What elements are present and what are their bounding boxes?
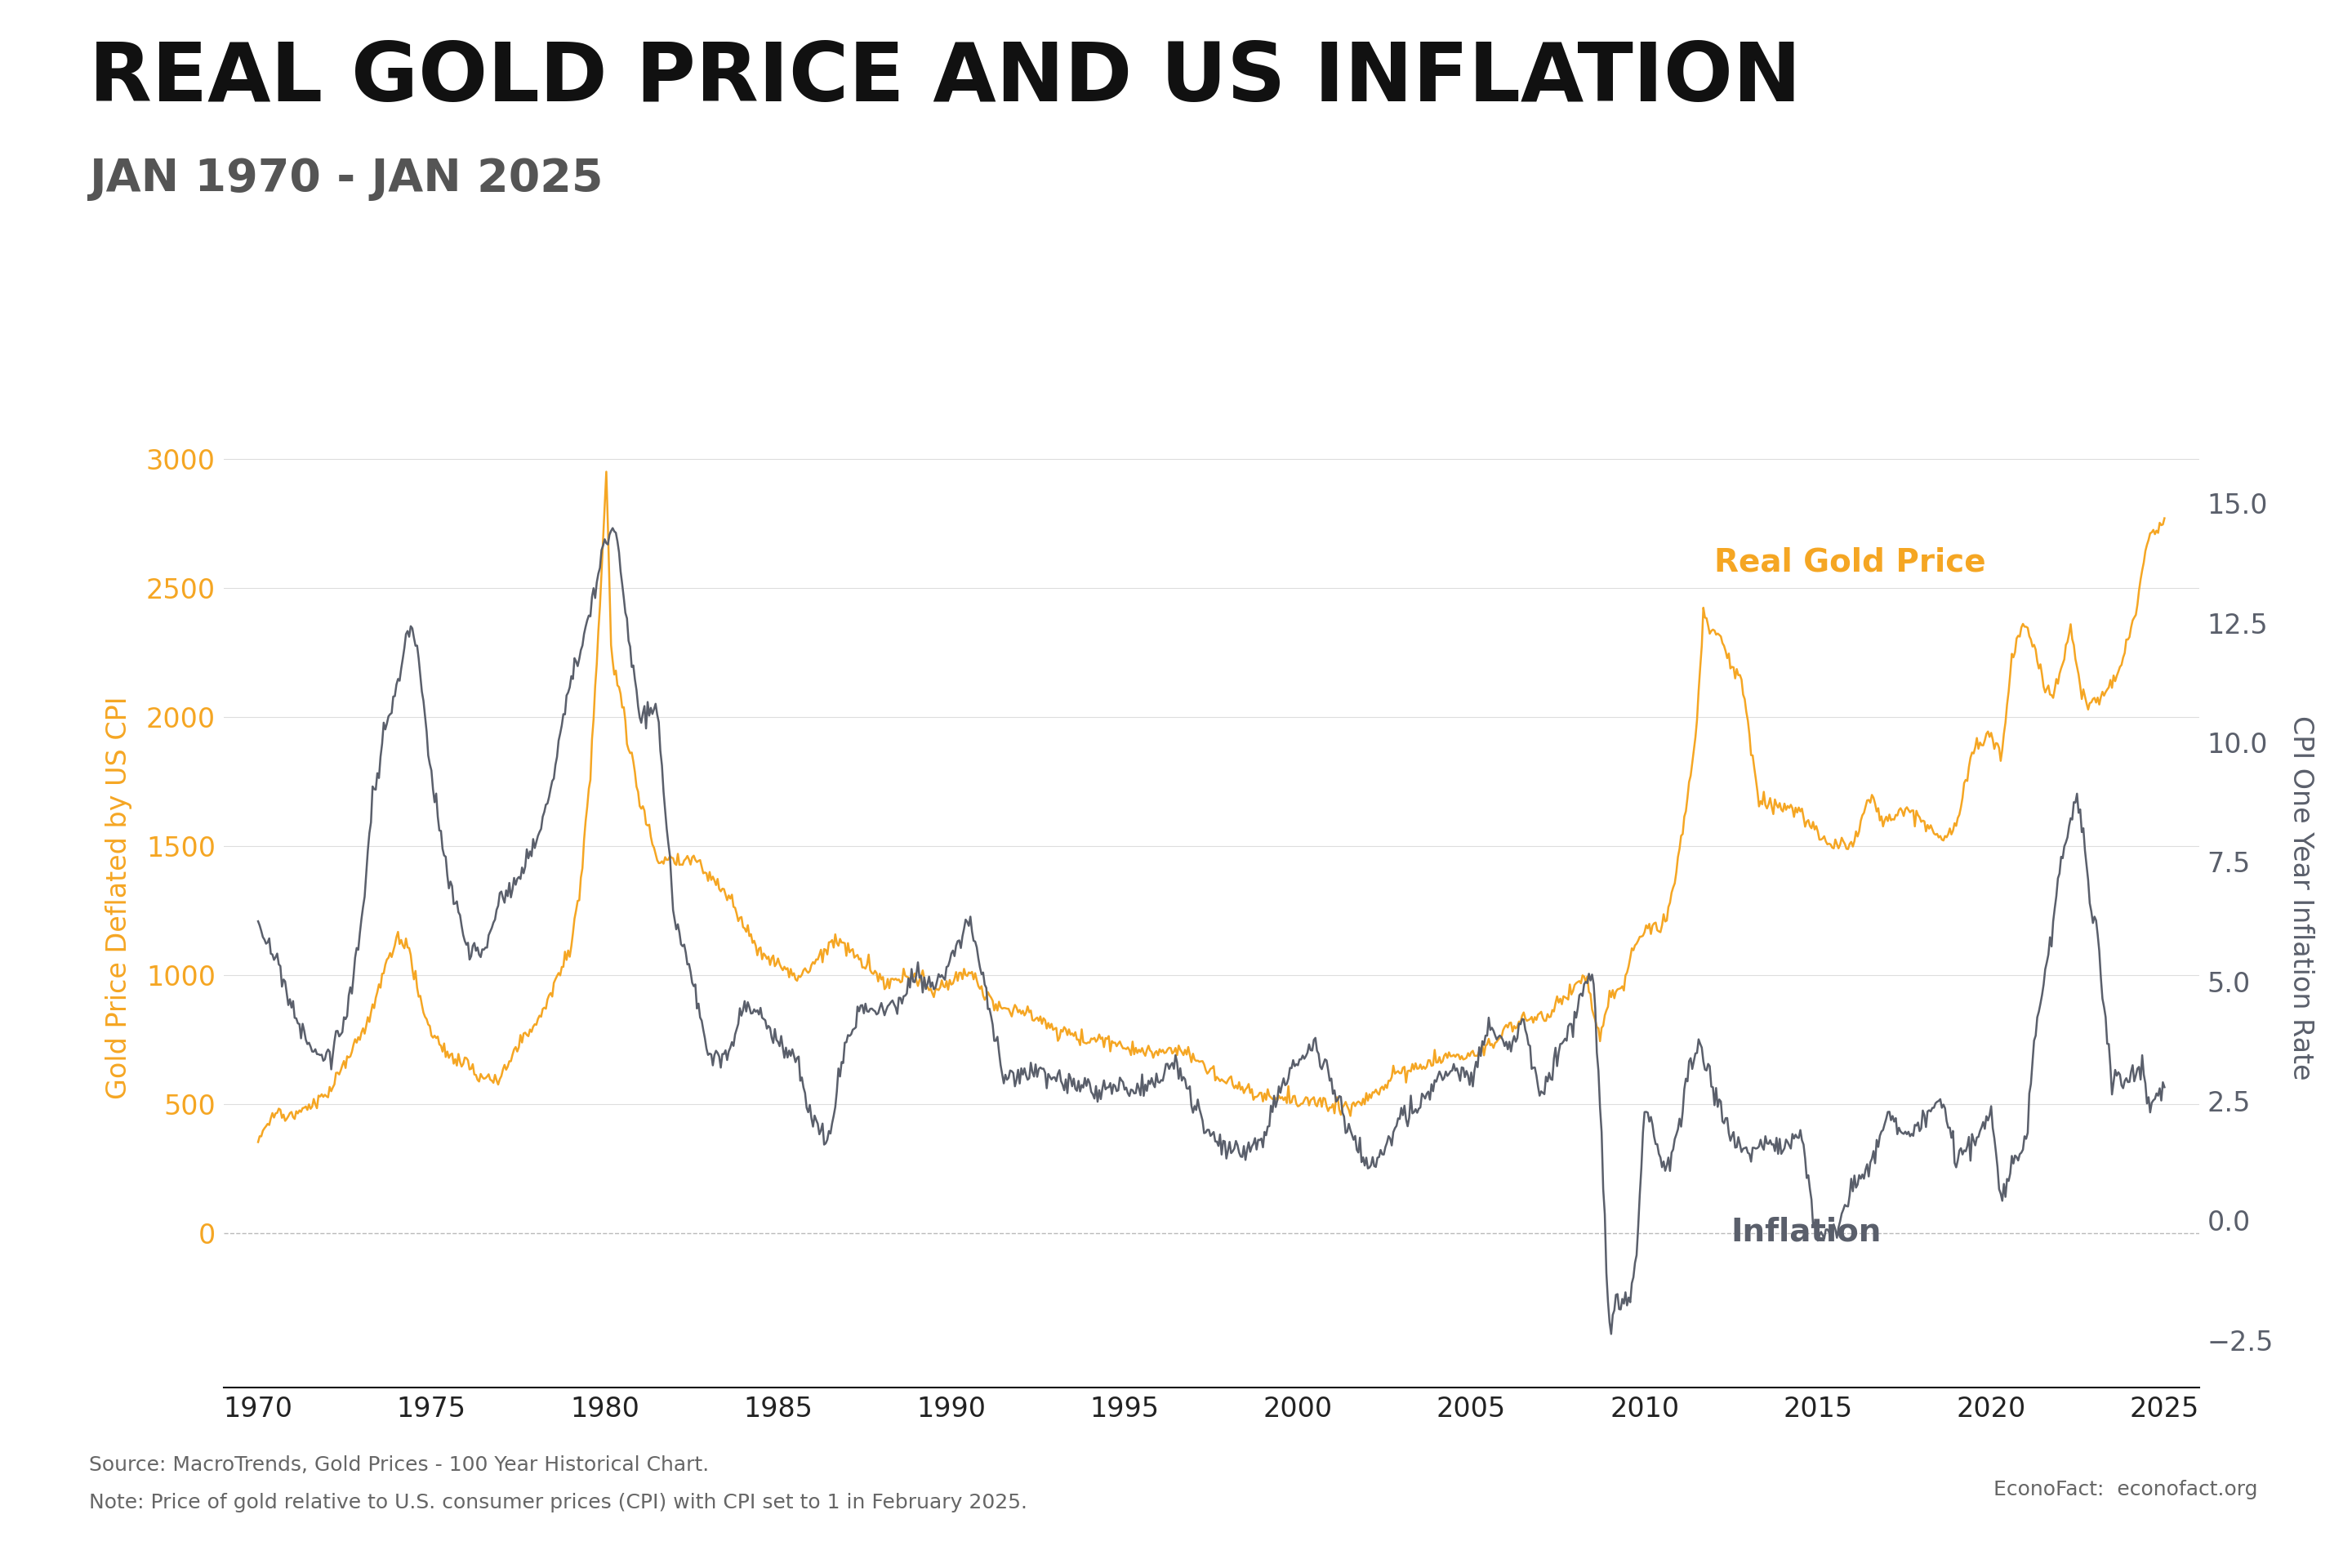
Text: Note: Price of gold relative to U.S. consumer prices (CPI) with CPI set to 1 in : Note: Price of gold relative to U.S. con… [89,1493,1028,1512]
Text: Real Gold Price: Real Gold Price [1715,547,1985,579]
Text: REAL GOLD PRICE AND US INFLATION: REAL GOLD PRICE AND US INFLATION [89,39,1802,119]
Y-axis label: Gold Price Deflated by US CPI: Gold Price Deflated by US CPI [106,696,132,1099]
Text: Source: MacroTrends, Gold Prices - 100 Year Historical Chart.: Source: MacroTrends, Gold Prices - 100 Y… [89,1455,710,1474]
Y-axis label: CPI One Year Inflation Rate: CPI One Year Inflation Rate [2286,715,2314,1080]
Text: EconoFact:  econofact.org: EconoFact: econofact.org [1994,1480,2258,1499]
Text: Inflation: Inflation [1731,1217,1882,1247]
Text: JAN 1970 - JAN 2025: JAN 1970 - JAN 2025 [89,157,604,201]
